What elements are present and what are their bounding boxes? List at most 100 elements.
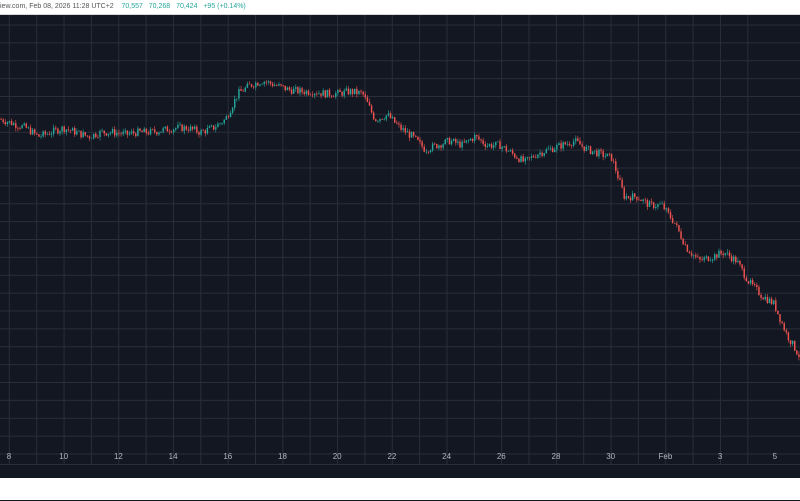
candle-body <box>644 199 646 201</box>
candle-body <box>486 145 489 147</box>
candle-body <box>354 88 356 94</box>
candle-body <box>383 119 385 120</box>
candle-body <box>227 116 230 118</box>
candle-body <box>699 257 701 260</box>
candle-body <box>288 87 291 90</box>
candle-body <box>756 284 758 288</box>
candle-body <box>695 255 697 257</box>
candle-body <box>606 153 609 157</box>
candle-body <box>735 256 737 263</box>
candle-body <box>400 124 402 130</box>
candle-body <box>402 128 404 130</box>
candle-body <box>59 131 61 134</box>
candle-body <box>238 89 240 99</box>
candle-body <box>156 132 158 135</box>
candle-body <box>137 128 139 137</box>
candle-body <box>316 93 318 95</box>
candle-body <box>252 86 255 88</box>
candle-body <box>95 133 97 137</box>
candle-body <box>452 138 455 141</box>
candle-body <box>495 141 497 146</box>
candle-body <box>621 179 623 188</box>
candle-body <box>398 123 400 125</box>
candle-body <box>128 133 131 135</box>
candle-body <box>448 138 451 145</box>
candle-body <box>577 138 579 141</box>
candle-body <box>423 146 425 152</box>
candle-body <box>175 128 177 130</box>
candle-body <box>562 142 564 149</box>
candle-body <box>684 244 686 245</box>
candle-body <box>766 296 769 303</box>
candle-body <box>739 261 741 265</box>
candle-body <box>648 201 651 207</box>
candle-body <box>364 94 366 98</box>
candle-body <box>229 112 232 118</box>
candle-body <box>36 133 38 135</box>
x-tick-label: 30 <box>606 452 616 461</box>
candle-body <box>0 119 2 120</box>
candle-body <box>311 94 314 96</box>
candle-body <box>431 143 434 151</box>
candle-body <box>8 121 11 123</box>
candle-body <box>665 208 668 210</box>
candle-body <box>631 193 634 201</box>
x-tick-label: 22 <box>387 452 397 461</box>
candlestick-chart[interactable] <box>0 15 800 464</box>
candle-body <box>179 124 181 126</box>
candle-body <box>661 203 663 205</box>
candle-body <box>705 256 708 258</box>
candle-body <box>31 129 34 135</box>
candle-body <box>690 253 693 256</box>
chart-pane[interactable] <box>0 15 800 464</box>
candle-body <box>754 284 756 285</box>
candle-body <box>261 84 263 85</box>
candle-body <box>480 139 482 141</box>
candle-body <box>351 89 354 94</box>
candle-body <box>278 84 280 86</box>
candle-body <box>339 90 341 92</box>
candle-body <box>101 130 103 132</box>
candle-body <box>162 128 164 132</box>
candle-body <box>634 193 636 197</box>
candle-body <box>206 127 209 134</box>
candle-body <box>602 151 604 157</box>
candle-body <box>625 196 628 199</box>
candle-body <box>318 93 320 95</box>
candle-body <box>55 127 57 129</box>
candle-body <box>789 340 792 345</box>
candle-body <box>518 158 520 162</box>
candle-body <box>716 254 718 258</box>
candle-body <box>768 298 771 303</box>
candle-body <box>682 238 684 245</box>
candle-body <box>143 128 145 133</box>
candle-body <box>267 81 270 83</box>
candle-body <box>4 122 6 125</box>
candle-body <box>84 132 86 136</box>
candle-body <box>185 126 188 130</box>
candle-body <box>751 280 754 285</box>
candle-body <box>608 153 611 155</box>
candle-body <box>785 330 788 333</box>
candle-body <box>326 89 329 98</box>
candle-body <box>674 222 676 224</box>
candle-body <box>707 256 710 262</box>
candle-body <box>455 138 457 143</box>
candle-body <box>377 120 379 122</box>
candle-body <box>12 123 15 126</box>
candle-body <box>564 142 566 145</box>
candle-body <box>379 118 381 121</box>
candle-body <box>6 122 9 125</box>
candle-body <box>718 250 720 258</box>
x-tick-label: 8 <box>6 452 12 461</box>
candle-body <box>141 130 143 133</box>
candle-body <box>646 199 649 207</box>
candle-body <box>657 204 659 208</box>
x-tick-label: Feb <box>658 452 673 461</box>
candle-body <box>71 128 74 131</box>
x-tick-label: 20 <box>332 452 342 461</box>
candle-body <box>724 253 726 256</box>
candle-body <box>417 136 419 140</box>
candle-body <box>122 131 124 135</box>
candle-body <box>2 119 4 123</box>
